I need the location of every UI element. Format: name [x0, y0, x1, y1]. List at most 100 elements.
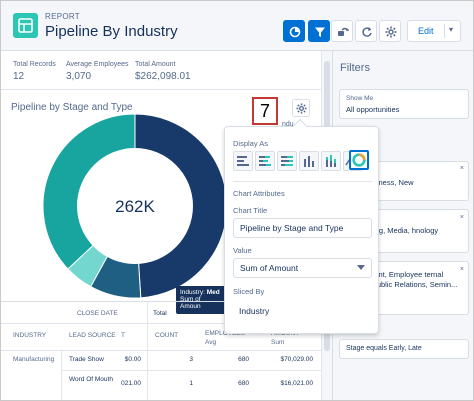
- chart-properties-popover: Display As Chart Attributes Chart Title …: [224, 118, 379, 334]
- cell-employees: 680: [238, 380, 249, 387]
- caret-down-icon: [357, 265, 365, 270]
- donut-chart: 262K: [42, 113, 228, 299]
- horizontal-stacked-bar-button[interactable]: [255, 151, 275, 171]
- chart-title-label: Chart Title: [233, 206, 268, 215]
- summary-label: Total Records: [13, 61, 56, 68]
- col-employees[interactable]: EMPLOYEES: [205, 330, 246, 337]
- value-label: Value: [233, 246, 252, 255]
- summary-average-employees: Average Employees 3,070: [66, 61, 129, 82]
- chart-settings-button[interactable]: [292, 99, 310, 117]
- filter-icon: [315, 27, 325, 37]
- table-divider: [1, 323, 321, 324]
- filter-show-me[interactable]: Show Me All opportunities: [339, 89, 469, 119]
- edit-button[interactable]: Edit ▾: [407, 20, 461, 42]
- filter-stage[interactable]: Stage equals Early, Late: [339, 339, 469, 359]
- gear-icon: [296, 103, 307, 114]
- value-select-text: Sum of Amount: [240, 263, 299, 273]
- settings-button[interactable]: [379, 20, 401, 42]
- horizontal-bar-chart-button[interactable]: [233, 151, 253, 171]
- filter-stage-value: Stage equals Early, Late: [346, 345, 422, 352]
- group-header-total: Total: [153, 310, 167, 317]
- col-t-fragment: T: [121, 332, 125, 339]
- vertical-stacked-bar-icon: [326, 155, 336, 167]
- col-industry[interactable]: INDUSTRY: [13, 332, 47, 339]
- summary-value: 12: [13, 71, 25, 82]
- close-icon[interactable]: ×: [459, 165, 464, 172]
- popover-nub: [292, 118, 308, 134]
- filter-card-value: nufacturing, Media, hnology: [346, 226, 439, 235]
- stacked-bar-100-button[interactable]: [277, 151, 297, 171]
- share-button[interactable]: [331, 20, 353, 42]
- callout-number: 7: [252, 97, 278, 125]
- chart-side-fragment: ndu: [282, 121, 294, 128]
- summary-label: Average Employees: [66, 61, 129, 68]
- cell-lead-source: Trade Show: [69, 356, 104, 363]
- filters-title: Filters: [340, 62, 370, 74]
- cell-t: 021.00: [121, 380, 141, 387]
- cell-employees: 680: [238, 356, 249, 363]
- cell-amount: $16,021.00: [280, 380, 313, 387]
- filter-button[interactable]: [308, 20, 330, 42]
- refresh-chart-button[interactable]: [283, 20, 305, 42]
- edit-button-label: Edit: [418, 26, 434, 36]
- group-header-close-date: CLOSE DATE: [77, 310, 118, 317]
- chevron-down-icon[interactable]: ▾: [449, 25, 454, 34]
- donut-center-label: 262K: [115, 197, 155, 216]
- filter-show-me-label: Show Me: [346, 95, 374, 102]
- sliced-by-value[interactable]: Industry: [239, 306, 270, 316]
- donut-chart-button[interactable]: [349, 150, 369, 170]
- tooltip-industry-value: Med: [206, 289, 220, 296]
- tooltip-industry-label: Industry:: [180, 289, 205, 296]
- stacked-bar-100-icon: [281, 156, 293, 166]
- table-divider: [61, 350, 62, 400]
- value-select[interactable]: Sum of Amount: [233, 258, 372, 278]
- chart-attributes-label: Chart Attributes: [233, 189, 285, 198]
- cell-amount: $70,029.00: [280, 356, 313, 363]
- horizontal-stacked-bar-icon: [259, 156, 271, 166]
- summary-total-records: Total Records 12: [13, 61, 56, 82]
- report-header: REPORT Pipeline By Industry Edit ▾: [1, 1, 473, 51]
- summary-divider: [1, 89, 321, 90]
- vertical-bar-chart-icon: [304, 156, 314, 167]
- close-icon[interactable]: ×: [459, 214, 464, 221]
- summary-total-amount: Total Amount $262,098.01: [135, 61, 191, 82]
- table-divider: [147, 302, 148, 400]
- chart-title-input[interactable]: Pipeline by Stage and Type: [233, 218, 372, 238]
- filter-show-me-value: All opportunities: [346, 105, 400, 114]
- donut-chart-icon: [352, 153, 366, 167]
- display-as-label: Display As: [233, 139, 269, 148]
- summary-value: $262,098.01: [135, 71, 191, 82]
- summary-label: Total Amount: [135, 61, 176, 68]
- edit-divider: [444, 24, 445, 38]
- report-icon: [13, 13, 38, 38]
- close-icon[interactable]: ×: [459, 266, 464, 273]
- popover-divider: [233, 181, 372, 182]
- filter-card-value: sting Business, New: [346, 178, 414, 187]
- vertical-stacked-bar-button[interactable]: [321, 151, 341, 171]
- share-icon: [338, 27, 349, 36]
- sliced-by-label: Sliced By: [233, 287, 265, 296]
- vertical-bar-chart-button[interactable]: [299, 151, 319, 171]
- reload-icon: [362, 27, 372, 37]
- horizontal-bar-chart-icon: [237, 156, 249, 166]
- col-count[interactable]: COUNT: [155, 332, 179, 339]
- col-employees-sub: Avg: [205, 339, 217, 346]
- col-lead-source[interactable]: LEAD SOURCE: [69, 332, 116, 339]
- cell-count: 1: [189, 380, 193, 387]
- refresh-chart-icon: [289, 26, 301, 38]
- chart-tooltip: Industry: Med Sum of Amoun: [176, 286, 226, 314]
- summary-value: 3,070: [66, 71, 92, 82]
- report-table: CLOSE DATE Total INDUSTRY LEAD SOURCE T …: [1, 301, 321, 400]
- col-amount-sub: Sum: [271, 339, 285, 346]
- cell-count: 3: [189, 356, 193, 363]
- cell-industry: Manufacturing: [13, 356, 55, 363]
- cell-lead-source: Word Of Mouth: [69, 376, 113, 383]
- settings-icon: [385, 26, 397, 38]
- reload-button[interactable]: [355, 20, 377, 42]
- table-divider: [1, 350, 321, 351]
- chart-title: Pipeline by Stage and Type: [11, 102, 133, 113]
- donut-hole: [77, 148, 193, 264]
- report-title: Pipeline By Industry: [45, 23, 178, 40]
- row-divider: [61, 370, 321, 371]
